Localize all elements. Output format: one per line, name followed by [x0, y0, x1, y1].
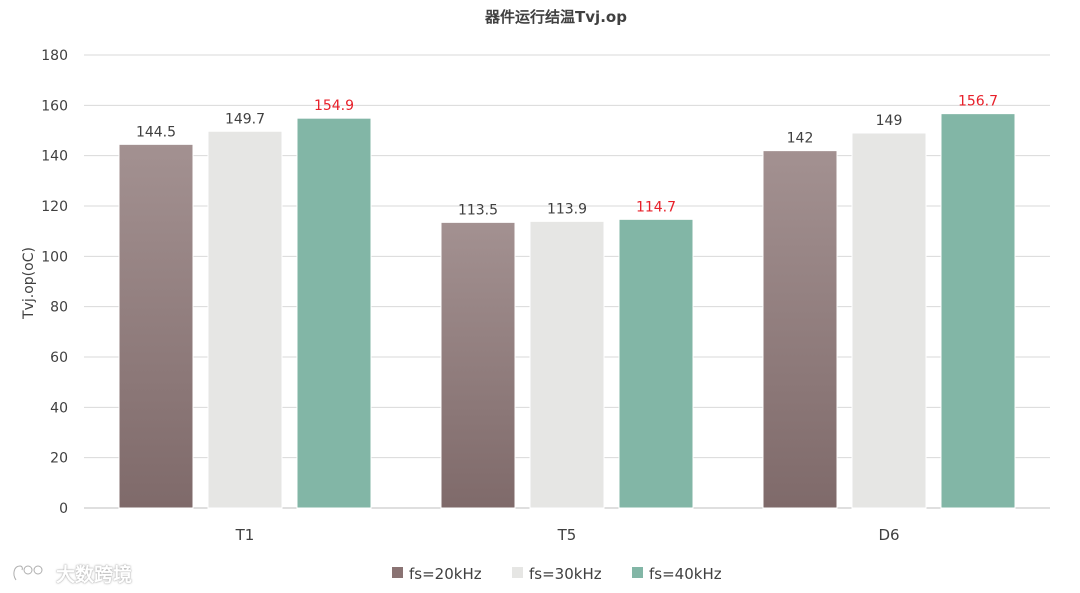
data-label: 142 [787, 131, 814, 147]
data-label: 144.5 [136, 124, 176, 140]
y-tick-label: 120 [41, 199, 68, 215]
data-label: 149.7 [225, 111, 265, 127]
y-tick-label: 100 [41, 249, 68, 265]
x-tick-label: T1 [235, 526, 255, 544]
bar-t5-series-2 [618, 218, 694, 509]
x-axis-ticks: T1 T5 D6 [235, 526, 900, 544]
brand-logo-icon [12, 564, 43, 581]
legend-swatch [632, 567, 643, 578]
watermark-text: 大数跨境 [56, 563, 133, 586]
data-label: 149 [876, 113, 903, 129]
y-axis-ticks: 0 20 40 60 80 100 120 140 160 180 [41, 48, 68, 517]
bar-t1-series-1 [207, 130, 283, 509]
bar-d6-series-1 [851, 132, 927, 509]
y-tick-label: 40 [50, 400, 68, 416]
x-tick-label: T5 [557, 526, 577, 544]
legend-swatch [392, 567, 403, 578]
bar-t1-series-0 [118, 143, 194, 509]
x-tick-label: D6 [878, 526, 899, 544]
bars [118, 113, 1016, 509]
legend-label: fs=40kHz [649, 565, 722, 583]
data-label: 114.7 [636, 199, 676, 215]
bar-t5-series-0 [440, 221, 516, 509]
data-label: 154.9 [314, 98, 354, 114]
y-tick-label: 80 [50, 300, 68, 316]
bar-t1-series-2 [296, 117, 372, 509]
data-label: 113.9 [547, 201, 587, 217]
bar-d6-series-2 [940, 113, 1016, 509]
watermark: 大数跨境 [10, 560, 132, 586]
y-tick-label: 0 [59, 501, 68, 517]
y-tick-label: 140 [41, 149, 68, 165]
legend-label: fs=20kHz [409, 565, 482, 583]
legend: fs=20kHz fs=30kHz fs=40kHz [392, 565, 722, 583]
y-tick-label: 60 [50, 350, 68, 366]
bar-t5-series-1 [529, 220, 605, 509]
legend-label: fs=30kHz [529, 565, 602, 583]
y-tick-label: 180 [41, 48, 68, 64]
y-tick-label: 160 [41, 98, 68, 114]
bar-d6-series-0 [762, 150, 838, 509]
chart-title: 器件运行结温Tvj.op [484, 8, 627, 26]
y-tick-label: 20 [50, 451, 68, 467]
value-labels: 144.5 149.7 154.9 113.5 113.9 114.7 142 149 156.… [136, 94, 998, 219]
legend-swatch [512, 567, 523, 578]
data-label: 156.7 [958, 94, 998, 110]
data-label: 113.5 [458, 202, 498, 218]
y-axis-label: Tvj.op(oC) [21, 247, 37, 320]
